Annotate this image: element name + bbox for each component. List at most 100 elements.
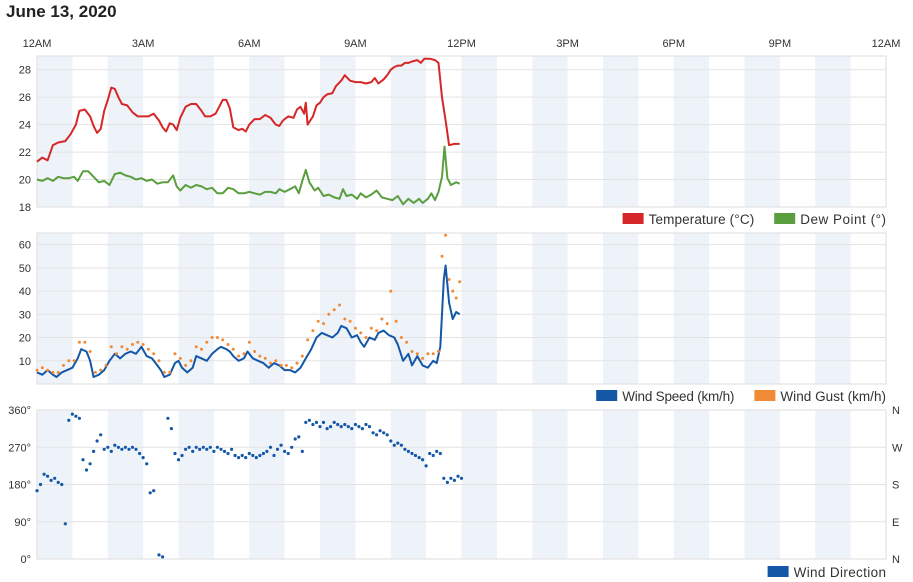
data-point bbox=[413, 453, 418, 458]
data-point bbox=[442, 476, 446, 480]
legend-label: Temperature (°C) bbox=[649, 212, 755, 227]
data-point bbox=[247, 451, 251, 456]
data-point bbox=[359, 331, 363, 335]
data-point bbox=[173, 451, 177, 456]
data-point bbox=[311, 422, 315, 427]
data-point bbox=[321, 420, 326, 424]
data-point bbox=[371, 431, 375, 435]
data-point bbox=[109, 449, 113, 453]
data-point bbox=[113, 443, 117, 447]
data-point bbox=[161, 555, 165, 559]
data-point bbox=[148, 491, 152, 495]
data-point bbox=[447, 278, 451, 281]
shaded-band bbox=[178, 56, 214, 207]
data-point bbox=[254, 456, 258, 460]
data-point bbox=[417, 456, 421, 460]
shaded-band bbox=[37, 233, 73, 384]
data-point bbox=[233, 453, 237, 458]
x-tick-label: 6AM bbox=[238, 38, 261, 50]
data-point bbox=[343, 422, 347, 427]
data-point bbox=[72, 359, 76, 363]
legend-label: Wind Speed (km/h) bbox=[622, 389, 734, 404]
data-point bbox=[410, 350, 414, 353]
data-point bbox=[205, 340, 209, 344]
legend-swatch bbox=[754, 390, 776, 401]
data-point bbox=[146, 347, 150, 351]
legend-swatch bbox=[596, 390, 618, 401]
series-wind-gust-km-h bbox=[35, 233, 462, 374]
data-point bbox=[130, 445, 135, 449]
data-point bbox=[53, 476, 57, 480]
data-point bbox=[382, 431, 386, 435]
data-point bbox=[134, 447, 138, 451]
data-point bbox=[435, 449, 439, 453]
shaded-band bbox=[461, 56, 497, 207]
shaded-band bbox=[744, 233, 780, 384]
data-point bbox=[332, 420, 336, 424]
data-point bbox=[115, 352, 119, 356]
shaded-band bbox=[390, 56, 427, 207]
legend-swatch bbox=[622, 213, 644, 224]
data-point bbox=[77, 416, 81, 420]
data-point bbox=[316, 319, 320, 323]
data-point bbox=[88, 462, 92, 466]
data-point bbox=[274, 359, 278, 363]
data-point bbox=[157, 553, 161, 557]
data-point bbox=[451, 289, 455, 293]
data-point bbox=[198, 447, 202, 451]
data-point bbox=[286, 451, 290, 456]
y2-tick-label: W bbox=[892, 442, 903, 454]
data-point bbox=[364, 422, 368, 427]
data-point bbox=[201, 445, 205, 449]
data-point bbox=[314, 420, 319, 424]
legend-label: Wind Direction bbox=[794, 565, 886, 580]
data-point bbox=[272, 453, 276, 458]
wind-direction-chart: 0° N 90° E 180° S 270° W 360° N Wind Direction bbox=[8, 405, 903, 580]
data-point bbox=[405, 340, 409, 344]
data-point bbox=[189, 359, 193, 363]
data-point bbox=[106, 445, 110, 449]
data-point bbox=[304, 420, 308, 424]
y-tick-label: 90° bbox=[14, 517, 31, 529]
shaded-band bbox=[603, 233, 639, 384]
data-point bbox=[184, 447, 188, 451]
data-point bbox=[131, 343, 134, 346]
plot-frame bbox=[36, 409, 887, 560]
data-point bbox=[116, 445, 120, 449]
data-point bbox=[454, 296, 458, 300]
data-point bbox=[431, 453, 435, 458]
data-point bbox=[300, 354, 304, 358]
series-dew-point bbox=[36, 145, 461, 206]
data-point bbox=[269, 361, 272, 365]
x-tick-label: 3AM bbox=[132, 38, 155, 50]
data-point bbox=[162, 370, 166, 374]
data-point bbox=[63, 522, 67, 526]
data-point bbox=[385, 433, 389, 437]
y-tick-label: 20 bbox=[19, 175, 31, 187]
data-point bbox=[360, 427, 364, 431]
data-point bbox=[375, 329, 379, 333]
data-point bbox=[62, 363, 65, 367]
data-point bbox=[343, 317, 347, 321]
data-point bbox=[40, 366, 44, 370]
data-point bbox=[93, 370, 97, 374]
y-tick-label: 60 bbox=[19, 240, 31, 252]
y-tick-label: 0° bbox=[20, 554, 31, 566]
shaded-band bbox=[320, 233, 356, 384]
data-point bbox=[300, 449, 304, 453]
data-point bbox=[242, 352, 246, 356]
y-tick-label: 180° bbox=[8, 480, 31, 492]
data-point bbox=[38, 482, 43, 487]
data-point bbox=[184, 363, 188, 367]
data-point bbox=[226, 451, 230, 456]
data-point bbox=[46, 368, 50, 372]
shaded-band bbox=[815, 233, 851, 384]
x-tick-label: 3PM bbox=[556, 38, 579, 50]
data-point bbox=[136, 340, 140, 344]
data-point bbox=[380, 317, 384, 321]
data-point bbox=[120, 447, 124, 451]
legend: Wind Gust (km/h) Wind Speed (km/h) bbox=[596, 389, 886, 404]
data-point bbox=[449, 476, 453, 480]
data-point bbox=[81, 458, 85, 462]
y-tick-label: 40 bbox=[19, 286, 31, 298]
